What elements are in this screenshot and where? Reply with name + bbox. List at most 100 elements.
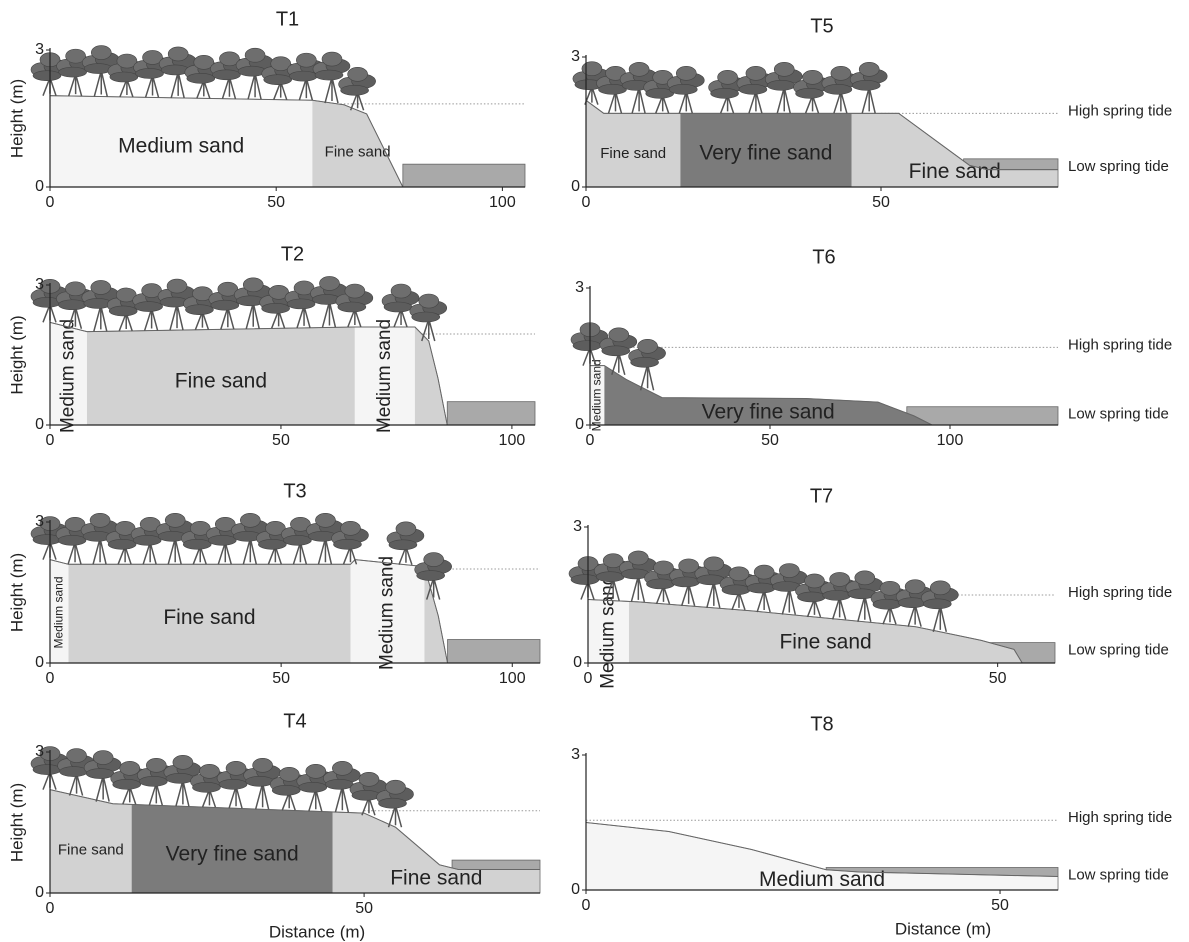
zone-label: Fine sand	[600, 145, 666, 162]
panel: T5Fine sandVery fine sandFine sand03050H…	[571, 15, 1172, 211]
mangrove-canopy	[824, 84, 852, 94]
panel-title: T7	[810, 485, 833, 507]
mangrove-canopy	[226, 761, 246, 775]
mangrove-canopy	[796, 88, 824, 98]
x-tick-label: 0	[46, 194, 55, 211]
x-tick-label: 50	[761, 432, 779, 449]
mangrove-canopy	[264, 75, 292, 85]
mangrove-canopy	[283, 535, 311, 545]
mangrove-canopy	[573, 341, 601, 351]
mangrove-canopy	[417, 571, 445, 581]
zone-label: Very fine sand	[166, 842, 299, 865]
mangrove-canopy	[332, 761, 352, 775]
mangrove-canopy	[386, 780, 406, 794]
mangrove-canopy	[747, 583, 775, 593]
y-tick-label: 3	[571, 48, 580, 65]
mangrove-canopy	[348, 67, 368, 81]
mangrove-canopy	[58, 535, 86, 545]
sea	[403, 164, 525, 187]
x-tick-label: 0	[582, 194, 591, 211]
mangrove-canopy	[646, 579, 674, 589]
mangrove-canopy	[322, 52, 342, 66]
mangrove-canopy	[341, 85, 369, 95]
figure: T1Medium sandFine sand03050100Height (m)…	[0, 0, 1189, 942]
y-axis-title: Height (m)	[7, 315, 26, 394]
x-tick-label: 50	[272, 670, 290, 687]
mangrove-canopy	[774, 62, 794, 76]
mangrove-canopy	[797, 592, 825, 602]
mangrove-canopy	[58, 300, 86, 310]
mangrove-canopy	[923, 599, 951, 609]
y-tick-label: 0	[35, 416, 44, 433]
mangrove-canopy	[60, 767, 88, 777]
mangrove-canopy	[199, 764, 219, 778]
mangrove-canopy	[208, 535, 236, 545]
mangrove-canopy	[859, 62, 879, 76]
panel: T6Medium sandVery fine sand03050100High …	[571, 246, 1172, 449]
mangrove-canopy	[722, 585, 750, 595]
mangrove-canopy	[139, 776, 167, 786]
x-tick-label: 0	[582, 897, 591, 914]
mangrove-canopy	[91, 280, 111, 294]
y-tick-label: 3	[35, 41, 44, 58]
zone-label: Fine sand	[175, 369, 267, 392]
x-axis-title: Distance (m)	[895, 919, 991, 938]
mangrove-canopy	[258, 539, 286, 549]
tide-label: Low spring tide	[1068, 866, 1169, 883]
mangrove-canopy	[253, 758, 273, 772]
zone-label: Very fine sand	[699, 141, 832, 164]
mangrove-canopy	[166, 773, 194, 783]
x-tick-label: 100	[489, 194, 516, 211]
x-tick-label: 50	[355, 900, 373, 917]
mangrove-canopy	[391, 284, 411, 298]
mangrove-canopy	[379, 798, 407, 808]
x-axis-title: Distance (m)	[269, 922, 365, 941]
mangrove-stand	[709, 62, 888, 113]
mangrove-canopy	[211, 300, 239, 310]
x-tick-label: 100	[499, 432, 526, 449]
mangrove-canopy	[168, 47, 188, 61]
mangrove-canopy	[287, 299, 315, 309]
mangrove-canopy	[338, 302, 366, 312]
mangrove-canopy	[33, 765, 61, 775]
mangrove-canopy	[582, 62, 602, 76]
mangrove-canopy	[33, 71, 61, 81]
mangrove-canopy	[319, 276, 339, 290]
zone-label: Medium sand	[57, 319, 78, 433]
mangrove-canopy	[243, 278, 263, 292]
y-tick-label: 0	[575, 416, 584, 433]
mangrove-canopy	[289, 71, 317, 81]
mangrove-canopy	[136, 68, 164, 78]
mangrove-canopy	[629, 62, 649, 76]
zone-label: Medium sand	[759, 868, 885, 891]
mangrove-canopy	[240, 513, 260, 527]
mangrove-canopy	[279, 767, 299, 781]
mangrove-canopy	[823, 590, 851, 600]
zone-label: Very fine sand	[702, 401, 835, 424]
zone-label: Fine sand	[58, 842, 124, 859]
mangrove-canopy	[272, 785, 300, 795]
tide-label: High spring tide	[1068, 584, 1172, 601]
mangrove-stand	[31, 276, 373, 331]
mangrove-canopy	[596, 572, 624, 582]
y-axis-title: Height (m)	[7, 79, 26, 158]
mangrove-canopy	[384, 302, 412, 312]
mangrove-canopy	[930, 581, 950, 595]
mangrove-canopy	[333, 539, 361, 549]
y-tick-label: 0	[571, 881, 580, 898]
mangrove-canopy	[873, 599, 901, 609]
mangrove-canopy	[173, 755, 193, 769]
y-tick-label: 0	[35, 654, 44, 671]
y-tick-label: 0	[35, 884, 44, 901]
sea	[447, 402, 535, 425]
mangrove-canopy	[729, 567, 749, 581]
mangrove-canopy	[187, 73, 215, 83]
zone-label: Fine sand	[909, 160, 1001, 183]
mangrove-canopy	[109, 306, 137, 316]
panel-title: T5	[810, 15, 833, 37]
y-axis-title: Height (m)	[7, 783, 26, 862]
mangrove-canopy	[212, 70, 240, 80]
